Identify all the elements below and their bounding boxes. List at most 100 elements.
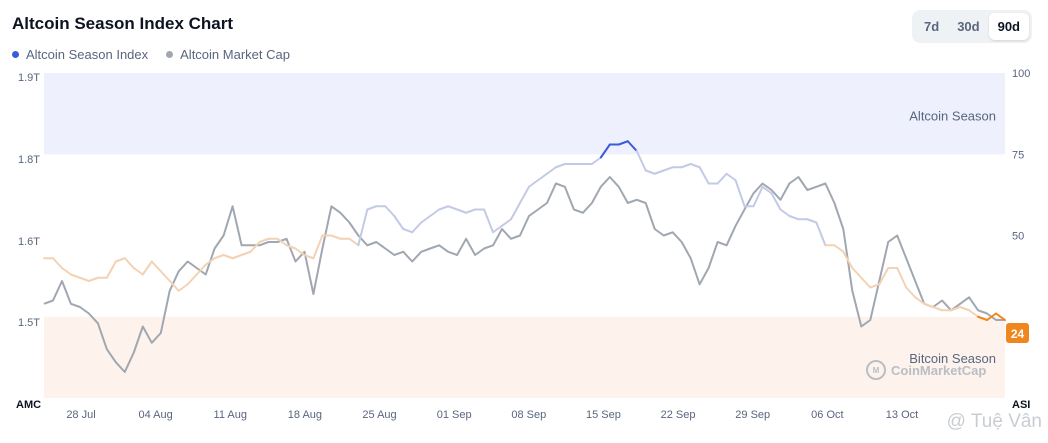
watermark: @ Tuệ Vân <box>947 411 1042 433</box>
index-line-segment <box>905 286 917 299</box>
index-line-segment <box>51 257 63 269</box>
index-line-segment <box>536 172 548 182</box>
index-line-segment <box>815 221 827 247</box>
tab-90d[interactable]: 90d <box>988 13 1029 40</box>
legend-item-market-cap[interactable]: Altcoin Market Cap <box>166 47 290 62</box>
index-line-segment <box>87 276 99 282</box>
index-line-segment <box>69 273 81 279</box>
coinmarketcap-logo-icon: M <box>866 360 886 380</box>
index-line-segment <box>995 312 1006 321</box>
index-line-segment <box>312 234 324 260</box>
index-line-segment <box>213 254 225 260</box>
index-line-segment <box>204 257 216 266</box>
index-legend-dot-icon <box>12 51 19 58</box>
index-line-segment <box>303 254 315 260</box>
tab-30d[interactable]: 30d <box>957 19 980 34</box>
index-line-segment <box>294 247 306 256</box>
legend: Altcoin Season Index Altcoin Market Cap <box>12 47 290 62</box>
x-tick-label: 04 Aug <box>139 409 173 421</box>
index-line-segment <box>78 276 90 282</box>
index-line-segment <box>860 276 872 289</box>
index-line-segment <box>896 267 908 289</box>
index-line-segment <box>653 169 665 175</box>
index-line-segment <box>168 280 180 292</box>
index-line-segment <box>779 208 791 217</box>
index-line-segment <box>698 166 710 185</box>
index-line-segment <box>456 208 468 214</box>
index-line-segment <box>150 260 162 273</box>
x-tick-label: 13 Oct <box>886 409 918 421</box>
index-line-segment <box>222 254 234 260</box>
index-line-segment <box>725 172 737 182</box>
index-line-segment <box>833 244 845 253</box>
index-line-segment <box>914 296 926 305</box>
index-line-segment <box>519 185 530 204</box>
index-line-segment <box>599 143 611 159</box>
index-line-segment <box>950 306 962 312</box>
left-axis-label: AMC <box>16 399 41 411</box>
altcoin-season-zone <box>44 73 1005 155</box>
index-line-segment <box>617 140 629 146</box>
watermark-text: @ Tuệ Vân <box>946 411 1042 432</box>
index-line-segment <box>554 163 566 169</box>
index-line-segment <box>438 205 450 211</box>
index-line-segment <box>689 163 701 169</box>
legend-item-index[interactable]: Altcoin Season Index <box>12 47 148 62</box>
index-line-segment <box>348 237 360 247</box>
index-line-segment <box>626 140 638 152</box>
index-line-segment <box>492 224 504 234</box>
index-line-segment <box>141 260 153 276</box>
right-axis-label: ASI <box>1012 399 1030 411</box>
index-line-segment <box>105 260 117 279</box>
index-line-segment <box>878 267 890 286</box>
range-tabs: 7d 30d 90d <box>912 10 1032 43</box>
index-line-segment <box>986 312 998 321</box>
bitcoin-season-zone <box>44 316 1005 398</box>
index-line-segment <box>240 250 252 256</box>
index-line-segment <box>357 208 369 247</box>
current-value-badge <box>1006 323 1029 343</box>
bitcoin-season-label: Bitcoin Season <box>909 351 996 366</box>
index-line-segment <box>60 267 72 276</box>
index-line-segment <box>447 205 459 211</box>
x-tick-label: 01 Sep <box>437 409 472 421</box>
x-tick-label: 28 Jul <box>66 409 95 421</box>
index-line-segment <box>806 218 818 224</box>
x-tick-label: 06 Oct <box>811 409 843 421</box>
cmc-branding: M CoinMarketCap <box>866 360 986 380</box>
index-line-segment <box>420 215 432 224</box>
index-line-segment <box>680 163 692 169</box>
index-line-segment <box>384 205 396 217</box>
right-tick-label: 50 <box>1012 231 1024 243</box>
index-line-segment <box>276 237 288 247</box>
x-tick-label: 11 Aug <box>214 409 247 421</box>
index-line-segment <box>752 185 764 208</box>
index-line-segment <box>177 283 189 292</box>
index-line-segment <box>195 263 207 276</box>
left-tick-label: 1.8T <box>18 154 40 166</box>
index-line-segment <box>366 205 378 211</box>
index-line-segment <box>249 241 261 253</box>
right-tick-label: 75 <box>1012 149 1024 161</box>
legend-label-index: Altcoin Season Index <box>26 47 149 62</box>
index-line-segment <box>186 273 198 286</box>
index-line-segment <box>411 221 423 234</box>
left-tick-label: 1.9T <box>18 72 40 84</box>
index-line-segment <box>932 306 944 312</box>
index-line-segment <box>527 179 539 188</box>
chart-title: Altcoin Season Index Chart <box>12 14 234 33</box>
index-line-segment <box>114 257 126 263</box>
x-tick-label: 22 Sep <box>661 409 696 421</box>
index-line-segment <box>159 270 171 282</box>
market-cap-legend-dot-icon <box>166 51 174 58</box>
tab-7d[interactable]: 7d <box>924 19 940 34</box>
index-line-segment <box>501 218 513 227</box>
index-line-segment <box>231 254 243 260</box>
index-line-segment <box>734 179 746 208</box>
index-line-segment <box>851 267 863 279</box>
index-line-segment <box>123 257 135 269</box>
index-line-segment <box>258 237 270 243</box>
index-line-segment <box>761 185 773 195</box>
market-cap-line <box>43 176 1005 373</box>
